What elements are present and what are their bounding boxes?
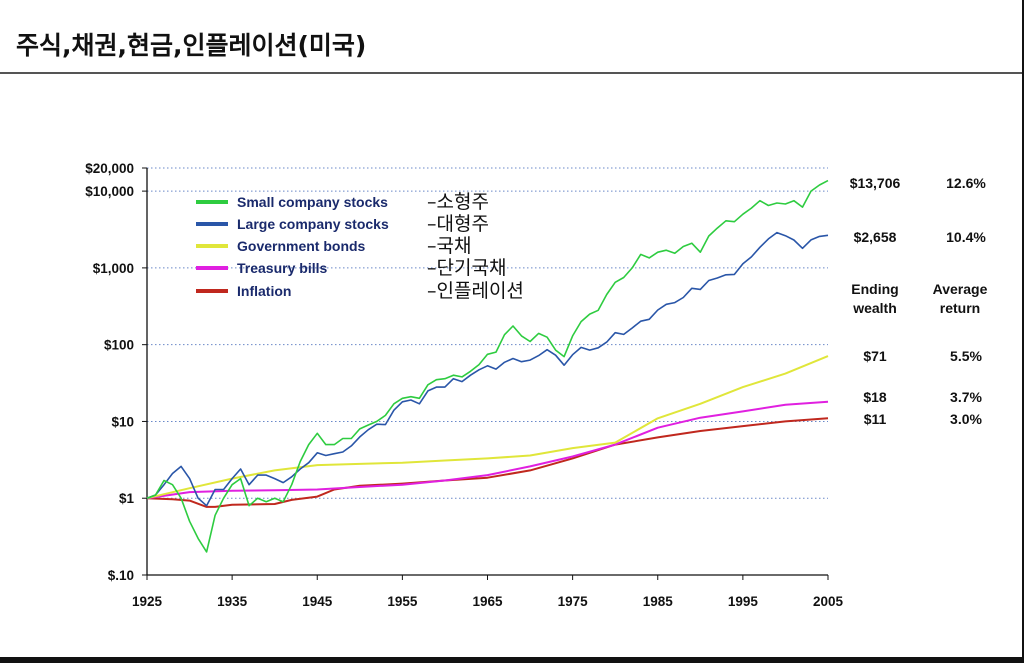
average-return-large: 10.4% xyxy=(946,229,986,245)
legend-korean-large: –대형주 xyxy=(427,213,489,235)
series-line-bills xyxy=(146,400,829,500)
y-tick-label: $10 xyxy=(111,414,134,429)
x-tick-label: 1925 xyxy=(132,594,163,609)
x-tick-label: 1955 xyxy=(387,594,418,609)
legend-label-inflation: Inflation xyxy=(237,283,291,299)
series-line-large xyxy=(146,231,829,507)
y-tick-label: $100 xyxy=(104,338,134,353)
header-ending: Ending xyxy=(851,281,898,297)
ending-wealth-bills: $18 xyxy=(863,389,887,405)
average-return-bonds: 5.5% xyxy=(950,348,982,364)
header-ending: wealth xyxy=(852,300,897,316)
x-tick-label: 1965 xyxy=(472,594,503,609)
series-lines xyxy=(146,179,829,553)
legend-label-small: Small company stocks xyxy=(237,194,388,210)
axes: $20,000 $10,000 $1,000 $100 $10 $1 $.10 1925 193… xyxy=(85,161,843,609)
ending-wealth-large: $2,658 xyxy=(854,229,897,245)
title-divider xyxy=(0,72,1022,74)
y-tick-label: $1 xyxy=(119,491,135,506)
y-tick-label: $20,000 xyxy=(85,161,134,176)
legend-korean-bonds: –국채 xyxy=(427,235,471,257)
average-return-inflation: 3.0% xyxy=(950,411,982,427)
x-tick-label: 1945 xyxy=(302,594,333,609)
x-tick-label: 1985 xyxy=(643,594,674,609)
header-average: return xyxy=(940,300,980,316)
series-line-inflation xyxy=(146,417,829,508)
legend-korean-small: –소형주 xyxy=(427,191,489,213)
legend-label-bills: Treasury bills xyxy=(237,260,327,276)
average-return-small: 12.6% xyxy=(946,175,986,191)
x-tick-label: 1975 xyxy=(558,594,589,609)
x-tick-label: 1995 xyxy=(728,594,759,609)
bottom-border xyxy=(0,657,1022,663)
ending-wealth-bonds: $71 xyxy=(863,348,887,364)
legend-label-bonds: Government bonds xyxy=(237,238,366,254)
page-title: 주식,채권,현금,인플레이션(미국) xyxy=(16,31,367,60)
grid-lines xyxy=(147,167,828,499)
legend: Small company stocks –소형주 Large company st… xyxy=(196,191,524,302)
y-tick-label: $.10 xyxy=(108,568,134,583)
series-line-small xyxy=(146,179,829,553)
legend-korean-bills: –단기국채 xyxy=(427,257,506,279)
legend-korean-inflation: –인플레이션 xyxy=(427,280,524,302)
x-tick-label: 2005 xyxy=(813,594,844,609)
x-tick-label: 1935 xyxy=(217,594,248,609)
average-return-bills: 3.7% xyxy=(950,389,982,405)
header-average: Average xyxy=(933,281,988,297)
ending-wealth-inflation: $11 xyxy=(864,411,887,427)
ending-wealth-table: $13,706 12.6% $2,658 10.4% $71 5.5% $18 3.7% $11… xyxy=(850,175,988,427)
legend-label-large: Large company stocks xyxy=(237,216,389,232)
y-tick-label: $1,000 xyxy=(93,261,134,276)
series-line-bonds xyxy=(146,355,829,500)
y-tick-label: $10,000 xyxy=(85,184,134,199)
ending-wealth-small: $13,706 xyxy=(850,175,901,191)
